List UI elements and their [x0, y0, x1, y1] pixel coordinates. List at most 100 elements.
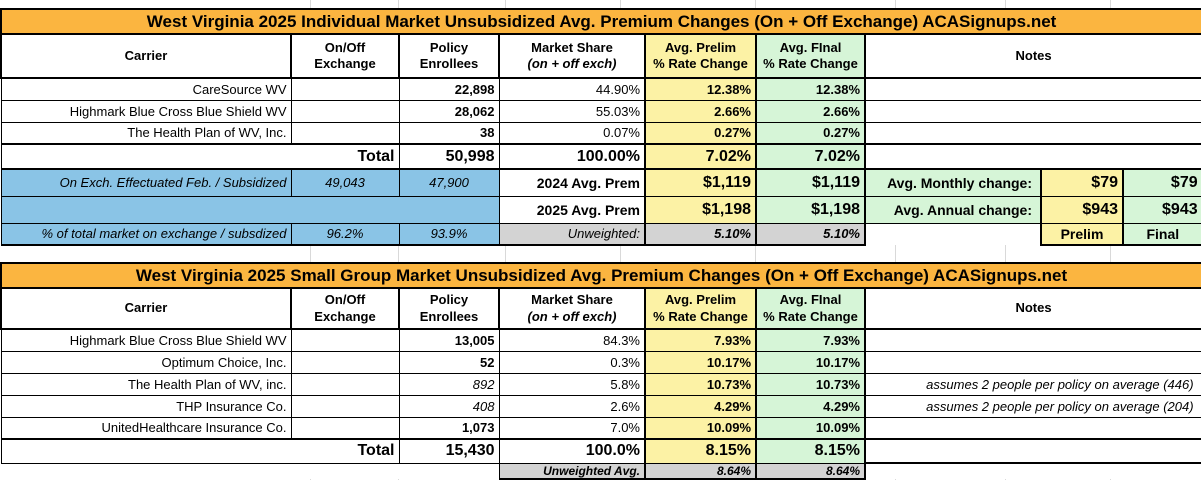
prem-2024-prelim[interactable]: $1,119 [644, 168, 757, 197]
cell-final[interactable]: 10.73% [755, 372, 866, 396]
cell-note[interactable] [864, 328, 1201, 352]
cell-carrier[interactable]: Optimum Choice, Inc. [0, 350, 292, 374]
header-market-share[interactable]: Market Share (on + off exch) [498, 287, 646, 330]
cell-exchange[interactable] [290, 416, 400, 440]
cell-enrollees[interactable]: 38 [398, 121, 500, 145]
unweighted-label[interactable]: Unweighted: [498, 222, 646, 246]
blue-filler-cell[interactable] [0, 195, 500, 224]
header-avg-final[interactable]: Avg. FInal % Rate Change [755, 33, 866, 79]
header-exchange[interactable]: On/Off Exchange [290, 33, 400, 79]
cell-enrollees[interactable]: 28,062 [398, 99, 500, 123]
cell-note[interactable] [864, 350, 1201, 374]
cell-final[interactable]: 12.38% [755, 77, 866, 101]
total-prelim[interactable]: 7.02% [644, 143, 757, 170]
exchange-subsidized-value[interactable]: 47,900 [398, 168, 500, 197]
header-exchange[interactable]: On/Off Exchange [290, 287, 400, 330]
cell-share[interactable]: 2.6% [498, 394, 646, 418]
total-share[interactable]: 100.0% [498, 438, 646, 464]
prem-2025-label[interactable]: 2025 Avg. Prem [498, 195, 646, 224]
cell-note[interactable] [864, 416, 1201, 440]
cell-enrollees[interactable]: 408 [398, 394, 500, 418]
total-final[interactable]: 8.15% [755, 438, 866, 464]
header-notes[interactable]: Notes [863, 33, 1201, 79]
unweighted-label[interactable]: Unweighted Avg. [498, 462, 646, 480]
cell-prelim[interactable]: 4.29% [644, 394, 757, 418]
annual-change-final[interactable]: $943 [1122, 195, 1201, 224]
cell-carrier[interactable]: Highmark Blue Cross Blue Shield WV [0, 99, 292, 123]
prem-2024-final[interactable]: $1,119 [755, 168, 866, 197]
unweighted-prelim[interactable]: 5.10% [644, 222, 757, 246]
cell-prelim[interactable]: 12.38% [644, 77, 757, 101]
total-note[interactable] [864, 438, 1201, 464]
annual-change-label[interactable]: Avg. Annual change: [864, 195, 1042, 224]
unweighted-prelim[interactable]: 8.64% [644, 462, 757, 480]
cell-carrier[interactable]: THP Insurance Co. [0, 394, 292, 418]
cell-note[interactable] [864, 77, 1201, 101]
monthly-change-final[interactable]: $79 [1122, 168, 1201, 197]
header-notes[interactable]: Notes [863, 287, 1201, 330]
cell-carrier[interactable]: Highmark Blue Cross Blue Shield WV [0, 328, 292, 352]
cell-exchange[interactable] [290, 328, 400, 352]
unweighted-final[interactable]: 8.64% [755, 462, 866, 480]
cell-note[interactable]: assumes 2 people per policy on average (… [864, 394, 1201, 418]
pct-subsidized-value[interactable]: 93.9% [398, 222, 500, 246]
final-column-label[interactable]: Final [1122, 222, 1201, 246]
cell-exchange[interactable] [290, 99, 400, 123]
cell-enrollees[interactable]: 13,005 [398, 328, 500, 352]
pct-row-label[interactable]: % of total market on exchange / subsdize… [0, 222, 292, 246]
cell-final[interactable]: 2.66% [755, 99, 866, 123]
cell-share[interactable]: 0.3% [498, 350, 646, 374]
cell-prelim[interactable]: 10.17% [644, 350, 757, 374]
total-enrollees[interactable]: 50,998 [398, 143, 500, 170]
prem-2025-prelim[interactable]: $1,198 [644, 195, 757, 224]
cell-prelim[interactable]: 2.66% [644, 99, 757, 123]
header-avg-prelim[interactable]: Avg. Prelim % Rate Change [644, 33, 757, 79]
total-label[interactable]: Total [0, 438, 400, 464]
cell-enrollees[interactable]: 52 [398, 350, 500, 374]
cell-carrier[interactable]: The Health Plan of WV, Inc. [0, 121, 292, 145]
cell-share[interactable]: 55.03% [498, 99, 646, 123]
header-carrier[interactable]: Carrier [0, 33, 292, 79]
cell-note[interactable] [864, 99, 1201, 123]
monthly-change-label[interactable]: Avg. Monthly change: [864, 168, 1042, 197]
cell-share[interactable]: 44.90% [498, 77, 646, 101]
table1-title[interactable]: West Virginia 2025 Individual Market Uns… [0, 8, 1201, 35]
cell-final[interactable]: 10.09% [755, 416, 866, 440]
cell-prelim[interactable]: 10.09% [644, 416, 757, 440]
unweighted-final[interactable]: 5.10% [755, 222, 866, 246]
cell-share[interactable]: 84.3% [498, 328, 646, 352]
total-enrollees[interactable]: 15,430 [398, 438, 500, 464]
cell-prelim[interactable]: 10.73% [644, 372, 757, 396]
total-note[interactable] [864, 143, 1201, 170]
header-enrollees[interactable]: Policy Enrollees [398, 287, 500, 330]
total-final[interactable]: 7.02% [755, 143, 866, 170]
cell-note[interactable]: assumes 2 people per policy on average (… [864, 372, 1201, 396]
exchange-effectuated-value[interactable]: 49,043 [290, 168, 400, 197]
cell-carrier[interactable]: The Health Plan of WV, inc. [0, 372, 292, 396]
cell-final[interactable]: 4.29% [755, 394, 866, 418]
cell-prelim[interactable]: 0.27% [644, 121, 757, 145]
header-avg-final[interactable]: Avg. FInal % Rate Change [755, 287, 866, 330]
header-avg-prelim[interactable]: Avg. Prelim % Rate Change [644, 287, 757, 330]
monthly-change-prelim[interactable]: $79 [1040, 168, 1124, 197]
cell-enrollees[interactable]: 1,073 [398, 416, 500, 440]
cell-exchange[interactable] [290, 394, 400, 418]
total-share[interactable]: 100.00% [498, 143, 646, 170]
total-prelim[interactable]: 8.15% [644, 438, 757, 464]
cell-exchange[interactable] [290, 350, 400, 374]
cell-final[interactable]: 7.93% [755, 328, 866, 352]
cell-exchange[interactable] [290, 372, 400, 396]
cell-share[interactable]: 7.0% [498, 416, 646, 440]
cell-carrier[interactable]: CareSource WV [0, 77, 292, 101]
header-enrollees[interactable]: Policy Enrollees [398, 33, 500, 79]
prem-2025-final[interactable]: $1,198 [755, 195, 866, 224]
cell-exchange[interactable] [290, 77, 400, 101]
cell-final[interactable]: 0.27% [755, 121, 866, 145]
cell-final[interactable]: 10.17% [755, 350, 866, 374]
header-market-share[interactable]: Market Share (on + off exch) [498, 33, 646, 79]
cell-share[interactable]: 0.07% [498, 121, 646, 145]
header-carrier[interactable]: Carrier [0, 287, 292, 330]
cell-enrollees[interactable]: 892 [398, 372, 500, 396]
cell-enrollees[interactable]: 22,898 [398, 77, 500, 101]
cell-share[interactable]: 5.8% [498, 372, 646, 396]
